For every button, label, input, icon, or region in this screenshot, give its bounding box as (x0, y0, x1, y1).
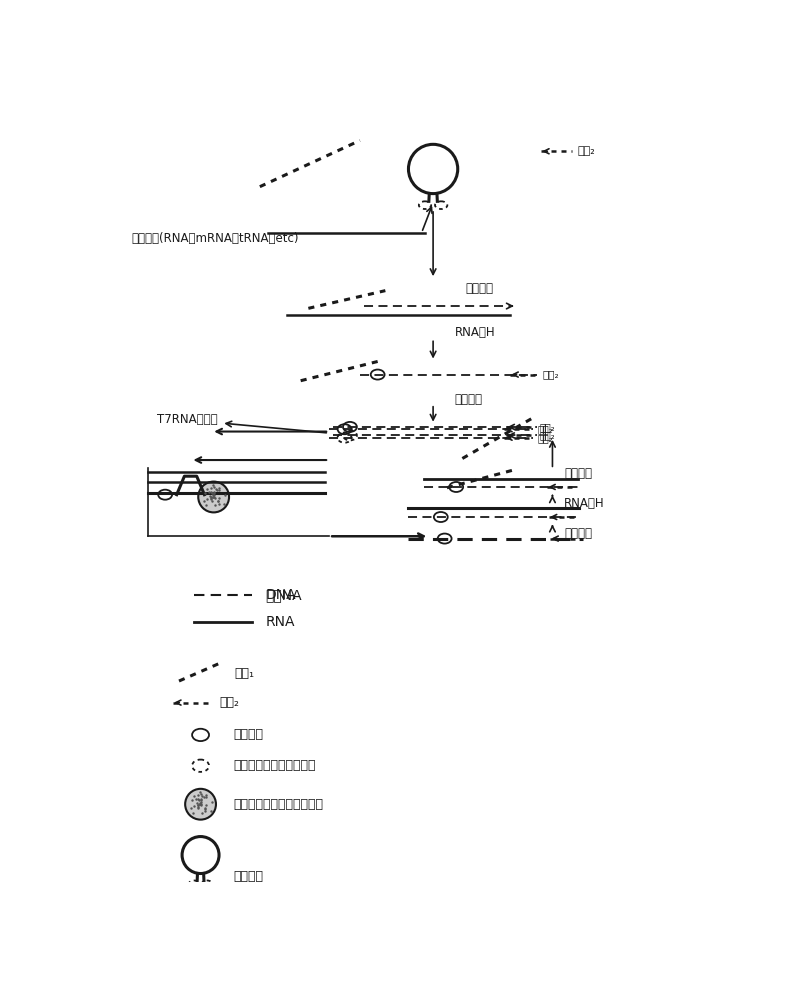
Text: 分子信标: 分子信标 (233, 870, 263, 883)
Text: 引物₂: 引物₂ (578, 147, 596, 157)
Text: RNA: RNA (266, 614, 294, 628)
Text: DNA: DNA (266, 588, 296, 602)
Text: 引物NA: 引物NA (266, 588, 302, 602)
Text: 引物₁: 引物₁ (234, 667, 254, 680)
Text: 引物₂: 引物₂ (537, 433, 553, 443)
Circle shape (198, 482, 229, 512)
Text: 待测靶标(RNA，mRNA，tRNA，etc): 待测靶标(RNA，mRNA，tRNA，etc) (131, 232, 298, 245)
Text: RNA鄶H: RNA鄶H (454, 326, 495, 339)
Text: 反转录鄶: 反转录鄶 (564, 527, 592, 540)
Text: 引物₂: 引物₂ (539, 422, 555, 432)
Text: 处于淡灬状态的荧光基团: 处于淡灬状态的荧光基团 (233, 759, 315, 772)
Text: 引物₂: 引物₂ (537, 424, 553, 434)
Text: 引物₂: 引物₂ (542, 370, 559, 380)
Text: 淡灬基团: 淡灬基团 (233, 728, 263, 741)
Text: T7RNA聚合鄶: T7RNA聚合鄶 (158, 413, 218, 426)
Text: 反转录鄶: 反转录鄶 (564, 468, 592, 481)
Text: 反转录鄶: 反转录鄶 (454, 392, 482, 405)
Text: RNA鄶H: RNA鄶H (564, 496, 605, 509)
Circle shape (185, 789, 216, 820)
Text: 引物₂: 引物₂ (219, 696, 239, 710)
Text: 处于非淡灬状态的荧光基团: 处于非淡灬状态的荧光基团 (233, 798, 323, 811)
Text: 反转录鄶: 反转录鄶 (466, 281, 494, 294)
Text: 引物₂: 引物₂ (539, 430, 555, 440)
